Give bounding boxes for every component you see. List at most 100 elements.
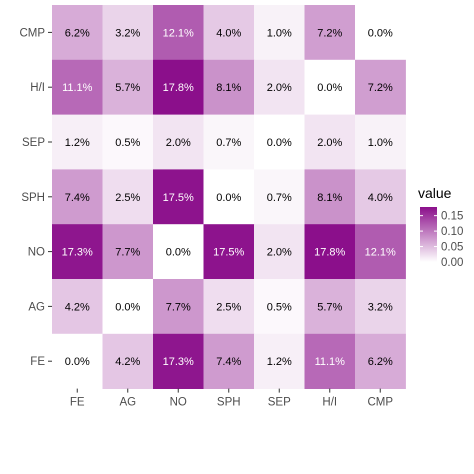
y-tick-label: NO [28,247,45,259]
cell-label: 17.5% [213,247,244,259]
heatmap-cell [102,59,154,115]
heatmap-cell [203,169,255,225]
cell-label: 17.8% [163,82,194,94]
cell-label: 17.3% [62,247,93,259]
cell-label: 4.0% [216,27,241,39]
cell-label: 0.7% [216,137,241,149]
heatmap-cell [304,169,356,225]
cell-label: 8.1% [317,192,342,204]
cell-label: 2.0% [166,137,191,149]
legend-title: value [418,185,452,201]
x-tick-label: CMP [367,397,393,409]
cell-label: 4.2% [115,356,140,368]
legend-tick-label: 0.00 [441,257,463,269]
heatmap-cell [355,169,406,225]
cell-label: 17.3% [163,356,194,368]
cell-label: 0.5% [267,301,292,313]
cell-label: 0.0% [267,137,292,149]
cell-label: 7.2% [317,27,342,39]
cell-label: 2.0% [267,82,292,94]
heatmap-cell [153,5,204,61]
cell-label: 0.5% [115,137,140,149]
heatmap-cell [52,333,103,389]
cell-label: 11.1% [315,356,346,368]
heatmap-cell [355,59,406,115]
cell-label: 2.5% [216,301,241,313]
cell-label: 17.8% [314,247,345,259]
cell-label: 5.7% [115,82,140,94]
heatmap-cell [304,114,356,170]
cell-label: 4.2% [65,301,90,313]
heatmap-cell [203,114,255,170]
x-tick-label: AG [119,397,136,409]
cell-label: 3.2% [368,301,393,313]
cell-label: 1.2% [65,137,90,149]
heatmap-cell [203,279,255,335]
legend: value 0.15 0.10 0.05 0.00 [418,185,463,269]
heatmap-cell [52,169,103,225]
cell-label: 0.0% [65,356,90,368]
legend-tick-label: 0.10 [441,226,463,238]
heatmap-cell [304,224,356,280]
heatmap-cell [52,114,103,170]
heatmap-cell [102,279,154,335]
legend-tick-label: 0.05 [441,242,463,254]
heatmap-cell [203,59,255,115]
cell-label: 2.0% [267,247,292,259]
cell-label: 7.4% [216,356,241,368]
heatmap-cell [254,114,305,170]
y-tick-label: FE [30,356,45,368]
heatmap-cell [355,279,406,335]
cell-label: 4.0% [368,192,393,204]
heatmap-cell [102,114,154,170]
cell-label: 0.0% [216,192,241,204]
heatmap-cell [355,114,406,170]
x-tick-label: SEP [268,397,291,409]
heatmap-cell [203,5,255,61]
cell-label: 1.0% [267,27,292,39]
cell-label: 17.5% [163,192,194,204]
x-axis: FE AG NO SPH SEP H/I CMP [70,388,393,409]
heatmap-cell [153,279,204,335]
heatmap-cell [355,224,406,280]
cell-label: 0.0% [115,301,140,313]
y-tick-label: H/I [30,82,45,94]
cell-label: 0.7% [267,192,292,204]
heatmap-cell [254,59,305,115]
legend-ticks: 0.15 0.10 0.05 0.00 [420,211,463,269]
heatmap-cell [304,279,356,335]
heatmap-cell [254,333,305,389]
cell-label: 6.2% [65,27,90,39]
legend-tick-label: 0.15 [441,211,463,223]
x-tick-label: SPH [217,397,241,409]
cell-label: 7.4% [65,192,90,204]
heatmap-cell [52,279,103,335]
heatmap-cell [52,59,103,115]
y-tick-label: CMP [19,27,45,39]
heatmap-cell [102,169,154,225]
heatmap-cell [153,169,204,225]
heatmap-cell [254,224,305,280]
x-tick-label: FE [70,397,85,409]
cell-label: 7.2% [368,82,393,94]
cell-label: 0.0% [317,82,342,94]
cell-label: 12.1% [163,27,194,39]
cell-label: 0.0% [368,27,393,39]
heatmap-cell [153,59,204,115]
heatmap-cell [254,279,305,335]
heatmap-cell [153,333,204,389]
heatmap-cell [102,5,154,61]
y-tick-label: AG [28,301,45,313]
heatmap-cell [102,224,154,280]
y-axis: CMP H/I SEP SPH NO AG FE [19,27,52,368]
y-tick-label: SEP [22,137,45,149]
x-tick-label: NO [170,397,187,409]
heatmap-cell [203,333,255,389]
cell-label: 7.7% [166,301,191,313]
heatmap-cell [355,333,406,389]
cell-label: 12.1% [365,247,396,259]
heatmap-cell [203,224,255,280]
heatmap-cell [254,5,305,61]
heatmap-cell [304,5,356,61]
